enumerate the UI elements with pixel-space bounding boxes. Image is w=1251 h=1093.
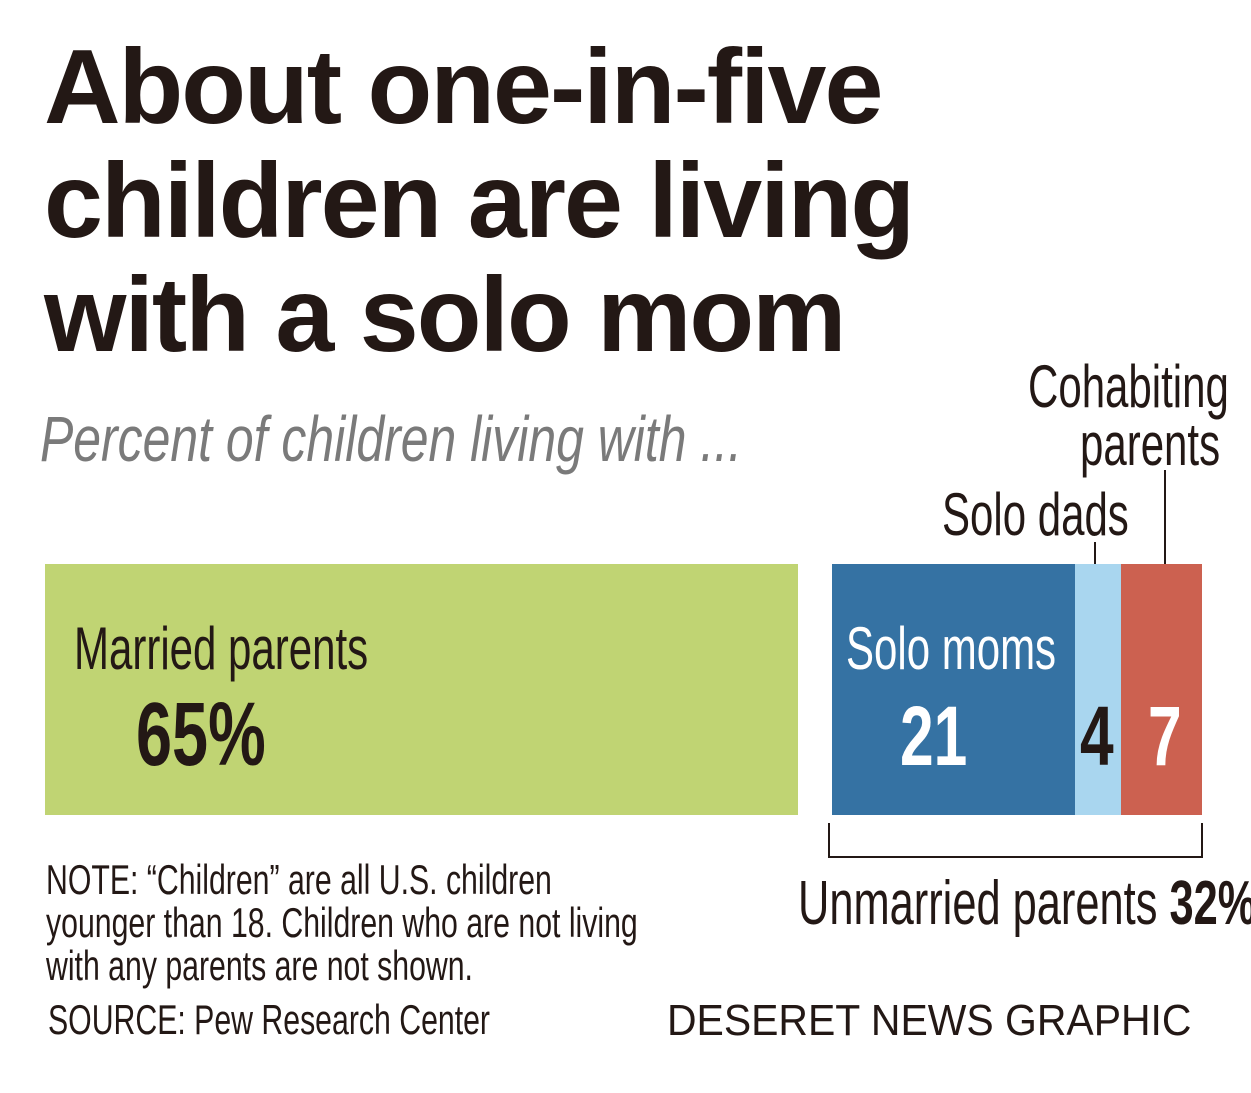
value-solo-moms: 21 [900, 689, 968, 783]
title-line: with a solo mom [44, 256, 846, 374]
label-cohabiting-line1: Cohabiting [1028, 353, 1229, 420]
note-line: NOTE: “Children” are all U.S. children [46, 856, 552, 903]
bar-cohabiting-parents [1121, 564, 1203, 815]
label-married-parents: Married parents [74, 615, 369, 682]
title-line: About one-in-five [44, 28, 883, 146]
note: NOTE: “Children” are all U.S. children y… [46, 858, 638, 987]
bar-married-parents [45, 564, 798, 815]
note-line: with any parents are not shown. [46, 942, 473, 989]
chart-title: About one-in-five children are living wi… [44, 28, 915, 374]
bar-solo-dads [1074, 564, 1122, 815]
unmarried-parents-label: Unmarried parents 32% [798, 868, 1251, 939]
label-solo-dads: Solo dads [942, 481, 1129, 548]
label-cohabiting-line2: parents [1080, 411, 1221, 478]
value-cohabiting-parents: 7 [1148, 689, 1182, 783]
chart-subtitle: Percent of children living with ... [40, 403, 742, 475]
group-value: 32% [1169, 869, 1251, 938]
group-label: Unmarried parents [798, 869, 1158, 938]
credit: DESERET NEWS GRAPHIC [667, 996, 1192, 1045]
value-married-parents: 65% [136, 685, 266, 785]
bar-solo-moms [831, 564, 1075, 815]
source: SOURCE: Pew Research Center [48, 996, 491, 1043]
value-solo-dads: 4 [1080, 689, 1114, 783]
label-solo-moms: Solo moms [846, 615, 1057, 682]
title-line: children are living [44, 142, 915, 260]
note-line: younger than 18. Children who are not li… [46, 899, 638, 946]
